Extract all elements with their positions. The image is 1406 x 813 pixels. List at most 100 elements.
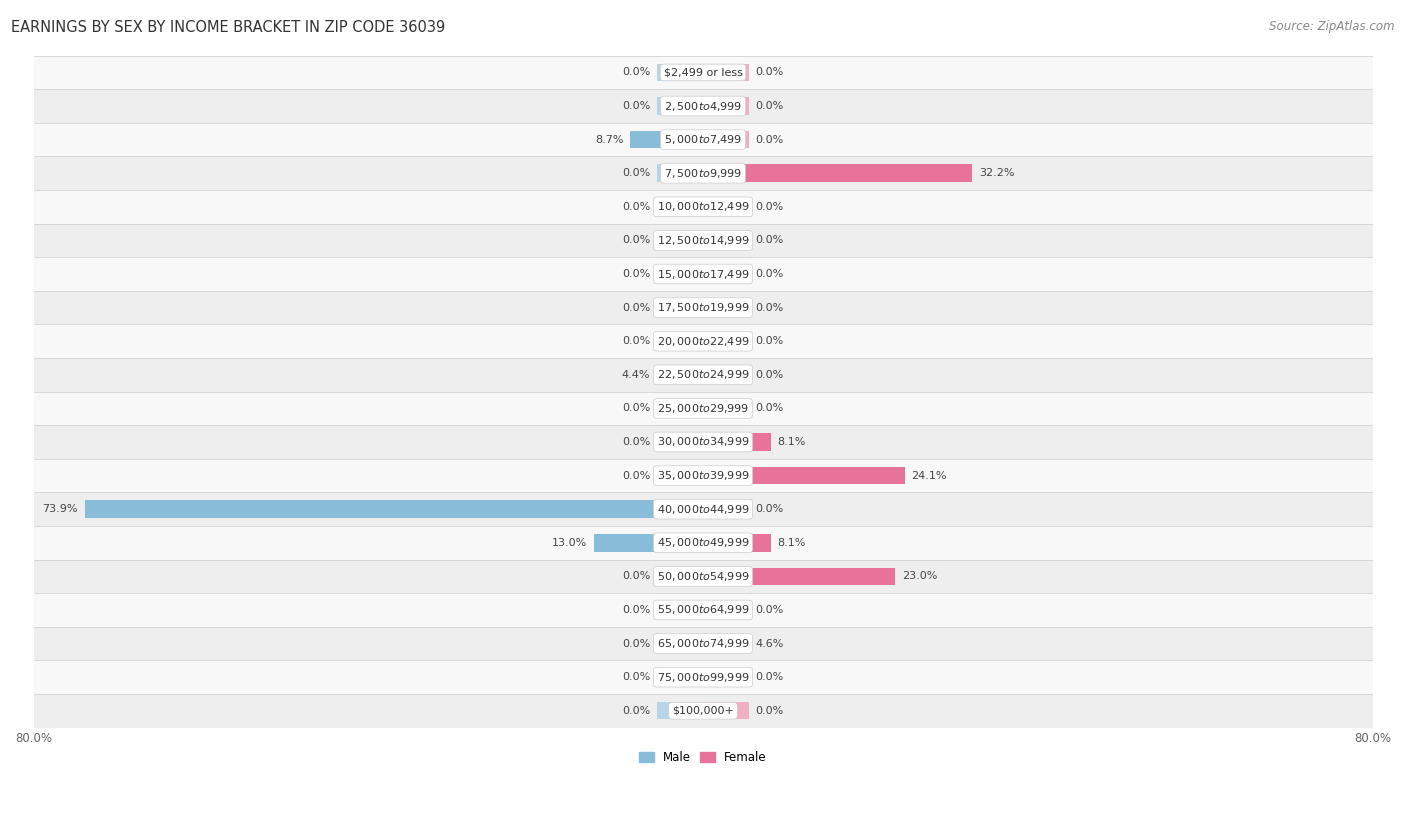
Bar bbox=[703, 433, 770, 450]
Bar bbox=[630, 131, 703, 149]
Legend: Male, Female: Male, Female bbox=[634, 746, 772, 769]
Text: $12,500 to $14,999: $12,500 to $14,999 bbox=[657, 234, 749, 247]
Bar bbox=[703, 702, 749, 720]
Bar bbox=[34, 123, 1372, 156]
Bar bbox=[84, 501, 703, 518]
Text: 0.0%: 0.0% bbox=[755, 403, 785, 413]
Text: $100,000+: $100,000+ bbox=[672, 706, 734, 715]
Text: $45,000 to $49,999: $45,000 to $49,999 bbox=[657, 537, 749, 550]
Text: 0.0%: 0.0% bbox=[621, 269, 651, 279]
Text: EARNINGS BY SEX BY INCOME BRACKET IN ZIP CODE 36039: EARNINGS BY SEX BY INCOME BRACKET IN ZIP… bbox=[11, 20, 446, 35]
Bar bbox=[34, 156, 1372, 190]
Text: 0.0%: 0.0% bbox=[621, 302, 651, 313]
Text: 0.0%: 0.0% bbox=[755, 236, 785, 246]
Bar bbox=[34, 291, 1372, 324]
Bar bbox=[703, 299, 749, 316]
Bar bbox=[657, 602, 703, 619]
Text: 0.0%: 0.0% bbox=[755, 135, 785, 145]
Bar bbox=[34, 392, 1372, 425]
Bar bbox=[703, 567, 749, 585]
Bar bbox=[657, 265, 703, 283]
Bar bbox=[666, 366, 703, 384]
Text: 0.0%: 0.0% bbox=[755, 337, 785, 346]
Bar bbox=[703, 400, 749, 417]
Bar bbox=[703, 198, 749, 215]
Bar bbox=[703, 333, 749, 350]
Bar bbox=[657, 567, 703, 585]
Text: 0.0%: 0.0% bbox=[621, 202, 651, 212]
Bar bbox=[34, 526, 1372, 559]
Bar bbox=[703, 534, 770, 551]
Bar bbox=[34, 358, 1372, 392]
Text: 0.0%: 0.0% bbox=[755, 269, 785, 279]
Text: 0.0%: 0.0% bbox=[755, 504, 785, 514]
Bar bbox=[703, 63, 749, 81]
Text: 8.1%: 8.1% bbox=[778, 437, 806, 447]
Text: 0.0%: 0.0% bbox=[621, 638, 651, 649]
Text: $55,000 to $64,999: $55,000 to $64,999 bbox=[657, 603, 749, 616]
Bar bbox=[34, 627, 1372, 660]
Bar bbox=[34, 89, 1372, 123]
Bar bbox=[34, 324, 1372, 358]
Bar bbox=[657, 299, 703, 316]
Text: $15,000 to $17,499: $15,000 to $17,499 bbox=[657, 267, 749, 280]
Text: $10,000 to $12,499: $10,000 to $12,499 bbox=[657, 200, 749, 213]
Bar bbox=[34, 257, 1372, 291]
Text: 0.0%: 0.0% bbox=[755, 605, 785, 615]
Bar bbox=[657, 668, 703, 686]
Text: 0.0%: 0.0% bbox=[621, 168, 651, 178]
Bar bbox=[34, 660, 1372, 694]
Bar bbox=[703, 433, 749, 450]
Text: 4.6%: 4.6% bbox=[755, 638, 785, 649]
Text: 0.0%: 0.0% bbox=[755, 672, 785, 682]
Text: $7,500 to $9,999: $7,500 to $9,999 bbox=[664, 167, 742, 180]
Bar bbox=[657, 433, 703, 450]
Text: 24.1%: 24.1% bbox=[911, 471, 946, 480]
Bar bbox=[657, 333, 703, 350]
Bar bbox=[703, 635, 749, 652]
Text: $22,500 to $24,999: $22,500 to $24,999 bbox=[657, 368, 749, 381]
Text: 0.0%: 0.0% bbox=[621, 437, 651, 447]
Text: 0.0%: 0.0% bbox=[755, 370, 785, 380]
Bar bbox=[703, 534, 749, 551]
Bar bbox=[34, 190, 1372, 224]
Bar bbox=[657, 467, 703, 485]
Bar bbox=[703, 668, 749, 686]
Text: $75,000 to $99,999: $75,000 to $99,999 bbox=[657, 671, 749, 684]
Bar bbox=[657, 400, 703, 417]
Text: 32.2%: 32.2% bbox=[979, 168, 1015, 178]
Bar bbox=[657, 232, 703, 249]
Text: 8.1%: 8.1% bbox=[778, 537, 806, 548]
Bar bbox=[703, 131, 749, 149]
Bar bbox=[703, 567, 896, 585]
Text: 0.0%: 0.0% bbox=[755, 202, 785, 212]
Text: $65,000 to $74,999: $65,000 to $74,999 bbox=[657, 637, 749, 650]
Text: 0.0%: 0.0% bbox=[621, 706, 651, 715]
Text: $5,000 to $7,499: $5,000 to $7,499 bbox=[664, 133, 742, 146]
Bar bbox=[657, 63, 703, 81]
Text: 13.0%: 13.0% bbox=[553, 537, 588, 548]
Bar bbox=[703, 164, 749, 182]
Text: 0.0%: 0.0% bbox=[621, 471, 651, 480]
Bar bbox=[703, 635, 741, 652]
Bar bbox=[34, 425, 1372, 459]
Bar bbox=[34, 559, 1372, 593]
Text: $50,000 to $54,999: $50,000 to $54,999 bbox=[657, 570, 749, 583]
Bar bbox=[657, 98, 703, 115]
Bar bbox=[34, 694, 1372, 728]
Text: $40,000 to $44,999: $40,000 to $44,999 bbox=[657, 502, 749, 515]
Text: 0.0%: 0.0% bbox=[621, 605, 651, 615]
Bar bbox=[703, 265, 749, 283]
Bar bbox=[703, 164, 973, 182]
Text: $2,500 to $4,999: $2,500 to $4,999 bbox=[664, 99, 742, 112]
Bar bbox=[703, 467, 749, 485]
Text: 0.0%: 0.0% bbox=[621, 236, 651, 246]
Text: Source: ZipAtlas.com: Source: ZipAtlas.com bbox=[1270, 20, 1395, 33]
Bar bbox=[34, 55, 1372, 89]
Text: 73.9%: 73.9% bbox=[42, 504, 77, 514]
Bar bbox=[703, 98, 749, 115]
Bar bbox=[657, 635, 703, 652]
Bar bbox=[657, 164, 703, 182]
Bar bbox=[34, 224, 1372, 257]
Text: $35,000 to $39,999: $35,000 to $39,999 bbox=[657, 469, 749, 482]
